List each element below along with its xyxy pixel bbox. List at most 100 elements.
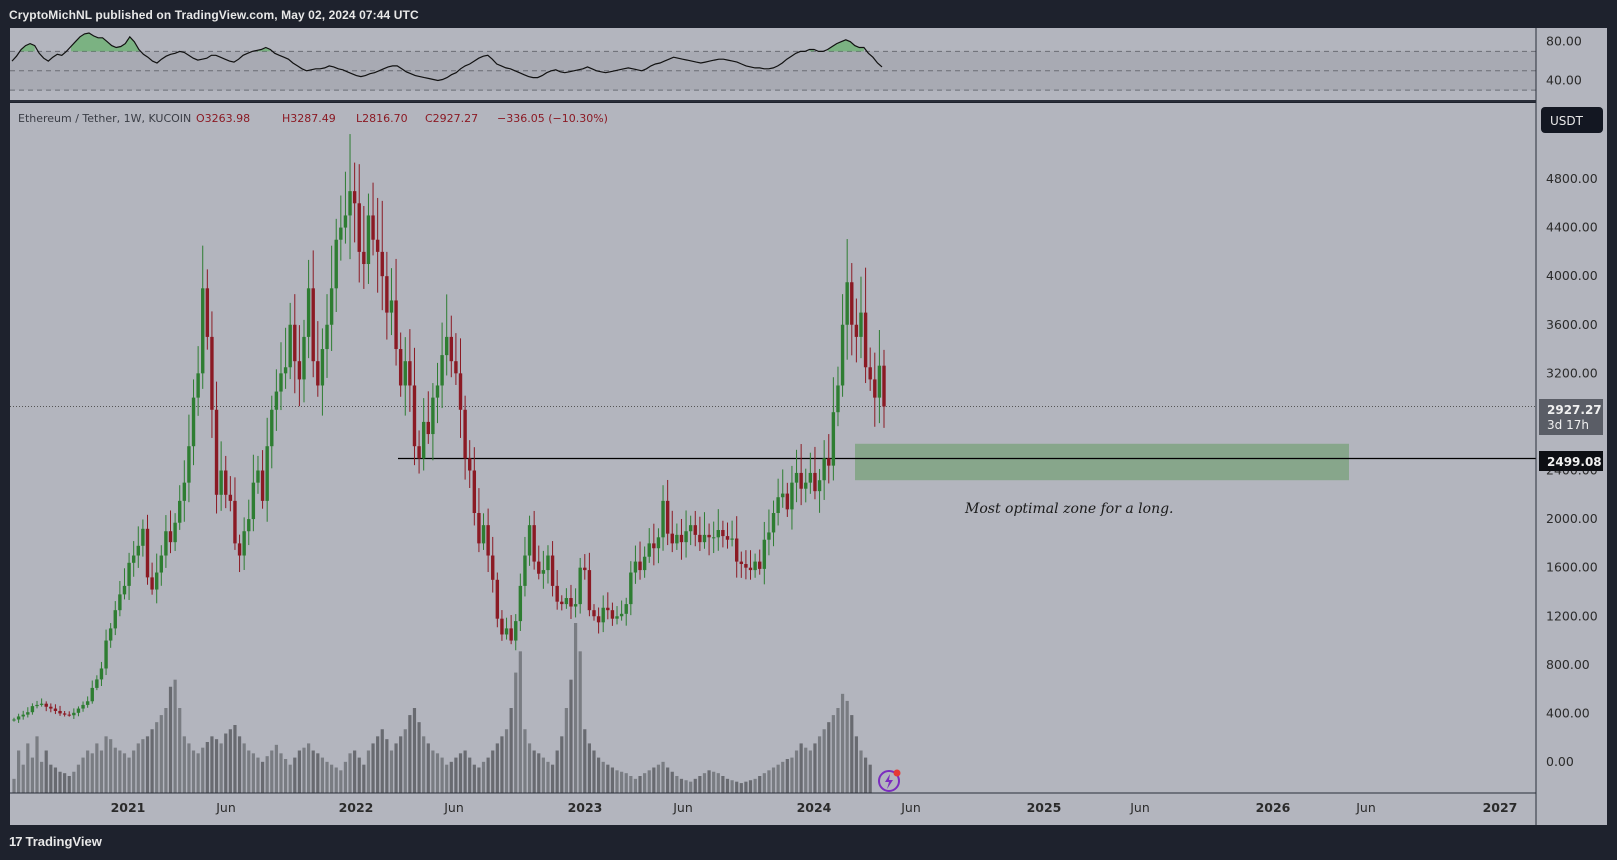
- candle-body: [624, 604, 628, 614]
- volume-bar: [159, 715, 163, 793]
- candle-body: [62, 713, 67, 715]
- candle-body: [431, 397, 435, 435]
- candle-body: [560, 601, 564, 605]
- volume-bar: [389, 750, 394, 793]
- candle-body: [283, 367, 288, 374]
- candle-body: [302, 336, 306, 380]
- volume-bar: [237, 736, 242, 793]
- candle-body: [256, 470, 260, 483]
- time-tick-label: 2024: [797, 800, 832, 815]
- overbought-fill-0: [21, 43, 35, 52]
- candle-body: [606, 607, 610, 611]
- volume-bar: [145, 736, 150, 793]
- candle-body: [357, 203, 361, 252]
- candle-body: [297, 361, 302, 380]
- volume-bar: [601, 761, 605, 793]
- candle-body: [831, 412, 836, 466]
- volume-bar: [316, 753, 320, 793]
- volume-bar: [334, 767, 338, 793]
- candle-body: [716, 530, 720, 538]
- volume-bar: [279, 753, 283, 793]
- volume-bar: [408, 715, 412, 793]
- candle-body: [316, 361, 320, 386]
- candle-body: [449, 336, 454, 362]
- volume-bar: [739, 783, 743, 793]
- legend-change: −336.05 (−10.30%): [497, 112, 608, 125]
- volume-bar: [712, 771, 716, 793]
- volume-bar: [132, 750, 136, 793]
- volume-bar: [449, 761, 453, 793]
- candle-body: [53, 708, 58, 711]
- price-tick-label: 4400.00: [1546, 220, 1598, 235]
- candle-body: [596, 616, 601, 623]
- candle-body: [421, 421, 426, 459]
- volume-bar: [592, 750, 596, 793]
- volume-bar: [104, 736, 108, 793]
- volume-bar: [30, 757, 35, 793]
- candle-body: [550, 555, 555, 586]
- volume-bar: [468, 757, 472, 793]
- tradingview-logo[interactable]: 17 TradingView: [9, 834, 102, 849]
- candle-body: [224, 470, 228, 495]
- volume-bar: [762, 773, 766, 793]
- volume-bar: [666, 767, 670, 793]
- candle-body: [454, 361, 458, 374]
- volume-bar: [767, 770, 771, 793]
- candle-body: [196, 373, 200, 398]
- candle-body: [320, 349, 325, 386]
- volume-bar: [527, 743, 532, 793]
- candle-body: [491, 555, 495, 580]
- candle-body: [187, 446, 191, 483]
- candle-body: [753, 561, 757, 571]
- volume-bar: [90, 753, 94, 793]
- volume-bar: [689, 781, 693, 793]
- osc-tick-label: 80.00: [1546, 34, 1582, 49]
- volume-bar: [270, 750, 274, 793]
- volume-bar: [353, 750, 357, 793]
- candle-body: [329, 288, 334, 325]
- candle-body: [587, 570, 592, 611]
- candle-body: [583, 567, 587, 571]
- candle-body: [615, 616, 619, 619]
- price-tick-label: 400.00: [1546, 705, 1590, 720]
- price-tick-label: 1600.00: [1546, 560, 1598, 575]
- candle-body: [30, 706, 35, 713]
- volume-bar: [26, 743, 30, 793]
- volume-bar: [509, 708, 513, 793]
- volume-bar: [40, 761, 44, 793]
- candle-body: [781, 493, 785, 498]
- candle-body: [799, 472, 803, 489]
- candle-body: [610, 610, 615, 619]
- volume-bar: [417, 722, 421, 793]
- svg-text:2927.27: 2927.27: [1547, 403, 1602, 417]
- volume-bar: [500, 736, 504, 793]
- volume-bar: [854, 736, 858, 793]
- candle-body: [348, 191, 352, 216]
- volume-bar: [776, 764, 780, 793]
- candle-body: [541, 570, 546, 574]
- candle-body: [154, 572, 159, 590]
- volume-bar: [486, 757, 490, 793]
- volume-bar: [127, 757, 131, 793]
- volume-bar: [288, 764, 292, 793]
- volume-bar: [403, 729, 407, 793]
- volume-bar: [794, 750, 799, 793]
- currency-badge[interactable]: USDT: [1541, 107, 1603, 133]
- candle-body: [463, 409, 467, 459]
- volume-bar: [472, 764, 476, 793]
- volume-bar: [72, 771, 76, 793]
- svg-text:USDT: USDT: [1550, 114, 1584, 128]
- volume-bar: [647, 770, 651, 793]
- volume-bar: [716, 773, 720, 793]
- volume-bar: [550, 764, 555, 793]
- candle-body: [444, 336, 449, 356]
- candle-body: [44, 703, 48, 707]
- volume-bar: [504, 729, 509, 793]
- candle-body: [688, 525, 693, 532]
- candle-body: [776, 497, 780, 514]
- candle-body: [210, 336, 214, 410]
- lightning-icon[interactable]: [878, 769, 901, 792]
- volume-bar: [150, 729, 154, 793]
- volume-bar: [164, 708, 168, 793]
